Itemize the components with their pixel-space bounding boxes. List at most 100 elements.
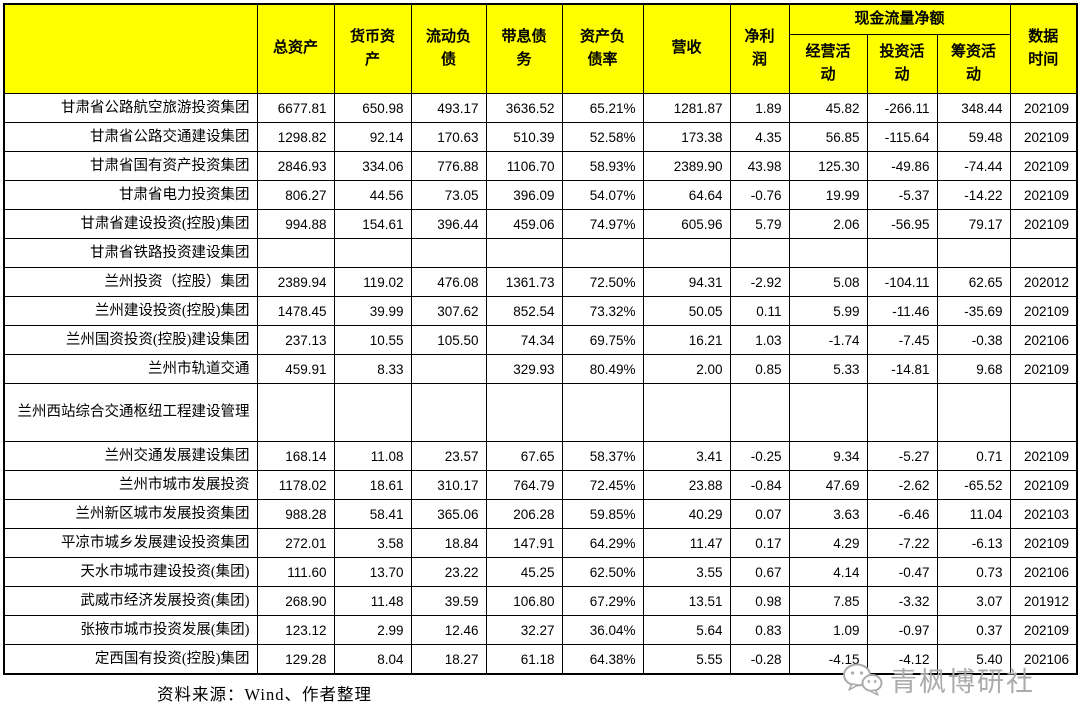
header-company-blank xyxy=(3,3,258,94)
financial-table: 总资产 货币资 产 流动负 债 带息债 务 资产负 债率 营收 净利 润 现金流… xyxy=(3,3,1078,675)
header-row-2: 经营活 动 投资活 动 筹资活 动 xyxy=(4,34,1077,94)
value-cell: -14.22 xyxy=(936,180,1011,210)
value-cell: -5.27 xyxy=(866,441,938,471)
value-cell: 59.85% xyxy=(561,499,644,529)
table-row: 武威市经济发展投资(集团) 268.90 11.48 39.59 106.80 67.29… xyxy=(3,586,1078,616)
company-name-cell: 甘肃省公路交通建设集团 xyxy=(3,122,258,152)
header-current-liabilities: 流动负 债 xyxy=(410,3,487,94)
value-cell: 58.37% xyxy=(561,441,644,471)
value-cell: 348.44 xyxy=(936,93,1011,123)
source-note: 资料来源：Wind、作者整理 xyxy=(157,685,372,704)
value-cell: 106.80 xyxy=(485,586,563,616)
value-cell: -5.37 xyxy=(866,180,938,210)
value-cell: 459.06 xyxy=(485,209,563,239)
table-row: 兰州市城市发展投资 1178.02 18.61 310.17 764.79 72.45% 2… xyxy=(3,470,1078,500)
value-cell: 268.90 xyxy=(256,586,335,616)
value-cell: 5.64 xyxy=(642,615,731,645)
value-cell: 9.68 xyxy=(936,354,1011,384)
company-name-cell: 兰州投资（控股）集团 xyxy=(3,267,258,297)
value-cell: 45.25 xyxy=(485,557,563,587)
value-cell xyxy=(256,383,335,442)
value-cell: 994.88 xyxy=(256,209,335,239)
value-cell: 45.82 xyxy=(788,93,868,123)
header-operating-cash-flow: 经营活 动 xyxy=(788,34,868,94)
value-cell xyxy=(410,354,487,384)
value-cell: 0.17 xyxy=(729,528,790,558)
table-header: 总资产 货币资 产 流动负 债 带息债 务 资产负 债率 营收 净利 润 现金流… xyxy=(3,3,1078,94)
value-cell: 3.58 xyxy=(333,528,412,558)
value-cell xyxy=(256,238,335,268)
value-cell: 852.54 xyxy=(485,296,563,326)
company-name-cell: 兰州交通发展建设集团 xyxy=(3,441,258,471)
company-name-cell: 兰州新区城市发展投资集团 xyxy=(3,499,258,529)
value-cell: 510.39 xyxy=(485,122,563,152)
value-cell: -56.95 xyxy=(866,209,938,239)
header-monetary-assets: 货币资 产 xyxy=(333,3,412,94)
table-row: 兰州市轨道交通 459.91 8.33 329.93 80.49% 2.00 0.85 5.3… xyxy=(3,354,1078,384)
value-cell: 4.29 xyxy=(788,528,868,558)
value-cell: -6.13 xyxy=(936,528,1011,558)
value-cell: 2389.90 xyxy=(642,151,731,181)
company-name-cell: 兰州市轨道交通 xyxy=(3,354,258,384)
table-row: 甘肃省国有资产投资集团 2846.93 334.06 776.88 1106.70 58.… xyxy=(3,151,1078,181)
value-cell: 806.27 xyxy=(256,180,335,210)
value-cell xyxy=(333,383,412,442)
value-cell: 65.21% xyxy=(561,93,644,123)
value-cell: -0.28 xyxy=(729,644,790,675)
company-name-cell: 兰州国资投资(控股)建设集团 xyxy=(3,325,258,355)
value-cell: 72.45% xyxy=(561,470,644,500)
value-cell: 11.04 xyxy=(936,499,1011,529)
table-row: 甘肃省公路航空旅游投资集团 6677.81 650.98 493.17 3636.52 6… xyxy=(3,93,1078,123)
value-cell: 988.28 xyxy=(256,499,335,529)
value-cell: -1.74 xyxy=(788,325,868,355)
value-cell: 123.12 xyxy=(256,615,335,645)
table-row: 兰州新区城市发展投资集团 988.28 58.41 365.06 206.28 59.85… xyxy=(3,499,1078,529)
value-cell xyxy=(642,383,731,442)
value-cell: 0.67 xyxy=(729,557,790,587)
value-cell: -2.92 xyxy=(729,267,790,297)
value-cell: 59.48 xyxy=(936,122,1011,152)
value-cell: 61.18 xyxy=(485,644,563,675)
value-cell: 80.49% xyxy=(561,354,644,384)
value-cell: 2846.93 xyxy=(256,151,335,181)
value-cell: -104.11 xyxy=(866,267,938,297)
value-cell: 1.09 xyxy=(788,615,868,645)
value-cell: 72.50% xyxy=(561,267,644,297)
value-cell: 605.96 xyxy=(642,209,731,239)
table-row: 甘肃省公路交通建设集团 1298.82 92.14 170.63 510.39 52.58… xyxy=(3,122,1078,152)
value-cell: 0.98 xyxy=(729,586,790,616)
value-cell: 0.37 xyxy=(936,615,1011,645)
value-cell: -3.32 xyxy=(866,586,938,616)
value-cell: 202109 xyxy=(1009,441,1078,471)
value-cell: 202103 xyxy=(1009,499,1078,529)
value-cell: 365.06 xyxy=(410,499,487,529)
value-cell: 202109 xyxy=(1009,615,1078,645)
value-cell: 16.21 xyxy=(642,325,731,355)
value-cell: 47.69 xyxy=(788,470,868,500)
value-cell: 4.14 xyxy=(788,557,868,587)
value-cell: 764.79 xyxy=(485,470,563,500)
value-cell: 396.09 xyxy=(485,180,563,210)
value-cell: 202109 xyxy=(1009,470,1078,500)
value-cell: 396.44 xyxy=(410,209,487,239)
value-cell: 202106 xyxy=(1009,557,1078,587)
value-cell: -49.86 xyxy=(866,151,938,181)
value-cell: -65.52 xyxy=(936,470,1011,500)
value-cell: 3.07 xyxy=(936,586,1011,616)
value-cell xyxy=(1009,383,1078,442)
value-cell: 67.65 xyxy=(485,441,563,471)
wechat-icon xyxy=(843,663,883,696)
header-net-profit: 净利 润 xyxy=(729,3,790,94)
value-cell: 79.17 xyxy=(936,209,1011,239)
value-cell: 8.04 xyxy=(333,644,412,675)
value-cell: 23.57 xyxy=(410,441,487,471)
value-cell xyxy=(936,238,1011,268)
value-cell: 39.59 xyxy=(410,586,487,616)
value-cell: 3.63 xyxy=(788,499,868,529)
value-cell: 329.93 xyxy=(485,354,563,384)
table-row: 兰州交通发展建设集团 168.14 11.08 23.57 67.65 58.37% 3.4… xyxy=(3,441,1078,471)
value-cell: 202109 xyxy=(1009,151,1078,181)
value-cell: 7.85 xyxy=(788,586,868,616)
value-cell: 202109 xyxy=(1009,296,1078,326)
header-interest-bearing-debt: 带息债 务 xyxy=(485,3,563,94)
